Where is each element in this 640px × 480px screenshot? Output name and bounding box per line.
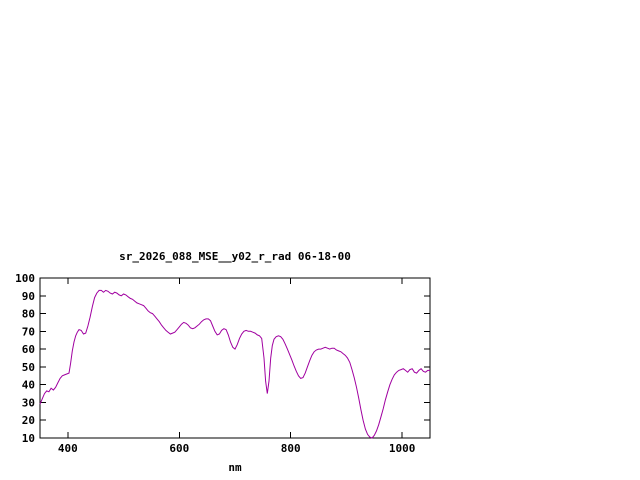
y-tick-label: 60 [22, 343, 35, 356]
y-tick-label: 40 [22, 379, 35, 392]
x-tick-label: 600 [169, 442, 189, 455]
plot-border [39, 277, 431, 439]
y-tick-label: 100 [15, 272, 35, 285]
x-tick-label: 1000 [389, 442, 416, 455]
y-tick-label: 90 [22, 290, 35, 303]
chart-title: sr_2026_088_MSE__y02_r_rad 06-18-00 [119, 250, 351, 263]
x-tick-label: 400 [58, 442, 78, 455]
data-line [39, 289, 430, 439]
y-tick-label: 50 [22, 361, 35, 374]
y-tick-label: 30 [22, 396, 35, 409]
y-tick-label: 70 [22, 325, 35, 338]
y-tick-label: 20 [22, 414, 35, 427]
x-tick-label: 800 [281, 442, 301, 455]
y-tick-label: 10 [22, 432, 35, 445]
x-axis-label: nm [228, 461, 242, 474]
y-tick-label: 80 [22, 308, 35, 321]
